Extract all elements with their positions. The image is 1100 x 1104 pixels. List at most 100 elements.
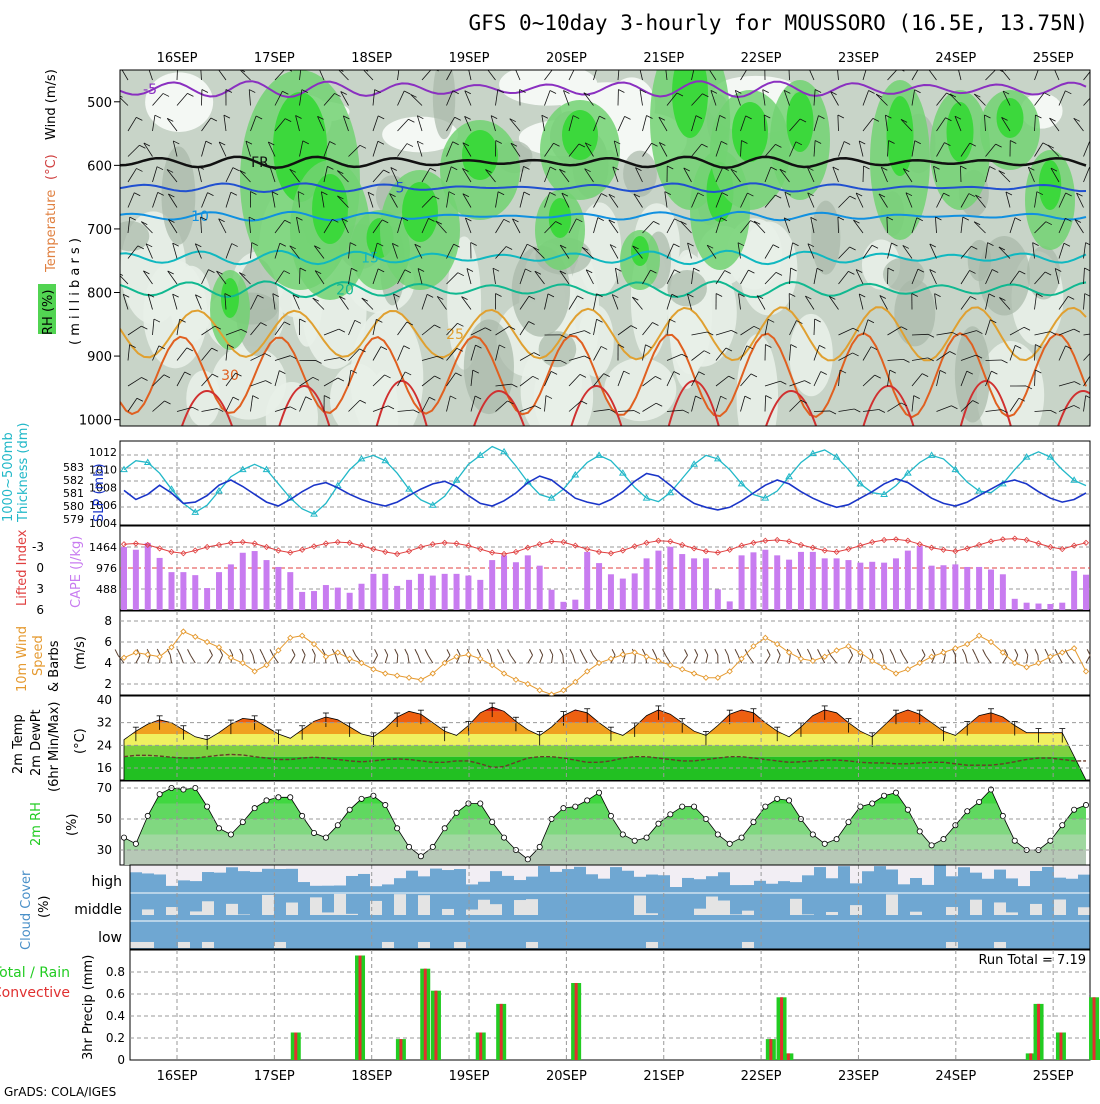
rh-point: [1012, 838, 1017, 843]
top-day-0: 16SEP: [157, 51, 198, 66]
li-tick-3: 3: [36, 582, 44, 596]
rh-shading: [111, 30, 1090, 459]
pressure-tick-900: 900: [87, 350, 112, 365]
precip-tick-0: 0: [117, 1053, 125, 1067]
cape-bar: [917, 546, 923, 610]
thickness-tick-581: 581: [63, 487, 84, 500]
rh-point: [300, 813, 305, 818]
precip-tick-0.4: 0.4: [106, 1009, 125, 1023]
precip-conv-bar: [1093, 997, 1096, 1060]
precip-label-a: Total / Rain: [0, 965, 70, 981]
cloud-mid: [490, 904, 502, 915]
cape-tick-976: 976: [96, 562, 117, 575]
cape-bar: [287, 572, 293, 610]
cape-bar: [929, 566, 935, 610]
cape-bar: [204, 588, 210, 610]
cloud-high: [790, 865, 802, 882]
cloud-high: [1078, 865, 1090, 875]
precip-conv-bar: [479, 1033, 482, 1061]
chart-title: GFS 0~10day 3-hourly for MOUSSORO (16.5E…: [468, 11, 1088, 35]
cloud-high: [826, 865, 838, 878]
precip-tick-0.2: 0.2: [106, 1031, 125, 1045]
cloud-high: [670, 865, 682, 887]
wind-label: Wind (m/s): [44, 69, 59, 140]
cape-bar: [596, 563, 602, 610]
cloud-mid: [286, 903, 298, 915]
cloud-mid: [634, 895, 646, 915]
cape-bar: [192, 575, 198, 610]
cape-bar: [418, 574, 424, 610]
cloud-mid: [142, 909, 154, 915]
cape-bar: [560, 602, 566, 610]
rh-point: [276, 795, 281, 800]
cloud-mid: [790, 899, 802, 915]
cape-bar: [370, 574, 376, 610]
cloud-mid: [826, 912, 838, 915]
cloud-high: [754, 865, 766, 881]
cape-bar: [275, 567, 281, 610]
cape-bar: [157, 558, 163, 610]
cape-bar: [1000, 574, 1006, 610]
rh-point: [383, 802, 388, 807]
rh-point: [644, 835, 649, 840]
cloud-mid: [466, 910, 478, 915]
cape-bar: [834, 558, 840, 610]
cloud-high: [1018, 865, 1030, 886]
precip-conv-bar: [434, 991, 437, 1060]
rh-point: [870, 801, 875, 806]
cape-bar: [489, 560, 495, 610]
cloud-mid: [694, 909, 706, 915]
cape-bar: [513, 562, 519, 610]
cloud-high: [166, 865, 178, 886]
cloud-high: [766, 865, 778, 884]
rh-point: [525, 857, 530, 862]
top-day-3: 19SEP: [449, 51, 490, 66]
cape-bar: [430, 576, 436, 610]
precip-conv-bar: [359, 956, 362, 1061]
precip-conv-bar: [769, 1039, 772, 1060]
rh-point: [454, 810, 459, 815]
cloud-high: [202, 865, 214, 872]
wind-barb: [397, 655, 398, 663]
precip-conv-bar: [787, 1053, 790, 1060]
rh-point: [490, 820, 495, 825]
cloud-high: [238, 865, 250, 871]
cloud-high: [190, 865, 202, 881]
rh-point: [145, 813, 150, 818]
cloud-low: [526, 942, 538, 948]
cape-bar: [501, 555, 507, 610]
cape-bar: [964, 567, 970, 610]
temp-label: Temperature: [44, 190, 59, 273]
rh-point: [608, 813, 613, 818]
cloud-high: [778, 865, 790, 881]
cloud-high: [886, 865, 898, 869]
cape-bar: [216, 572, 222, 610]
cloud-high: [526, 865, 538, 877]
cloud-high: [910, 865, 922, 878]
precip-panel: 0.80.60.40.20 Run Total = 7.19 Total / R…: [0, 950, 1100, 1067]
precip-tick-0.6: 0.6: [106, 987, 125, 1001]
cape-bar: [382, 574, 388, 610]
top-day-6: 22SEP: [741, 51, 782, 66]
cloud-high: [322, 865, 334, 886]
cape-bar: [786, 560, 792, 610]
rh2m-unit: (%): [65, 814, 80, 837]
li-tick--3: -3: [32, 540, 44, 554]
cape-bar: [347, 593, 353, 610]
wind-tick-2: 2: [104, 677, 112, 691]
cloud-high: [478, 865, 490, 882]
cape-bar: [881, 563, 887, 610]
top-day-4: 20SEP: [546, 51, 587, 66]
cloud-high: [802, 865, 814, 875]
cloud-low: [130, 942, 142, 948]
temp-label-3: (6hr Min/Max): [47, 702, 62, 792]
cape-bar: [169, 572, 175, 610]
rh2m-label: 2m RH: [29, 802, 44, 846]
cloud-high: [562, 865, 574, 869]
temp-tick-32: 32: [97, 716, 112, 730]
rh-point: [751, 820, 756, 825]
